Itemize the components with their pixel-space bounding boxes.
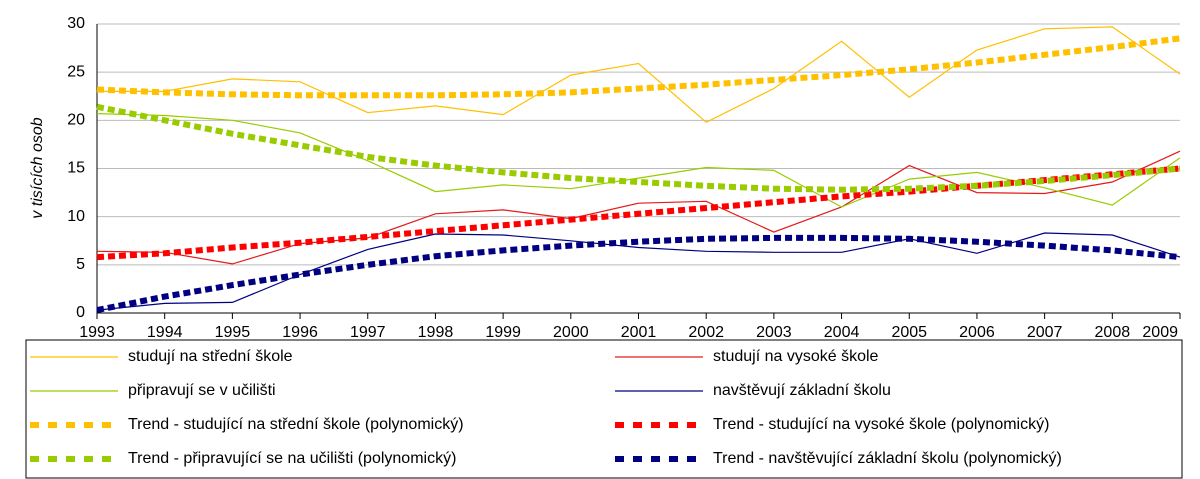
trend-line — [96, 35, 1181, 99]
x-tick-label: 1999 — [485, 324, 521, 341]
x-tick-label: 1993 — [79, 324, 115, 341]
y-tick-label: 30 — [67, 15, 85, 32]
legend-label: studují na vysoké škole — [713, 348, 879, 365]
y-tick-label: 25 — [67, 63, 85, 80]
legend-label: Trend - studující na vysoké škole (polyn… — [713, 416, 1049, 433]
trend-line — [96, 234, 1181, 314]
series-line — [97, 26, 1181, 124]
x-tick-label: 1998 — [418, 324, 454, 341]
x-tick-label: 1997 — [350, 324, 386, 341]
x-tick-label: 2003 — [756, 324, 792, 341]
series-line — [96, 150, 1181, 265]
x-tick-label: 2007 — [1027, 324, 1063, 341]
x-tick-label: 2006 — [959, 324, 995, 341]
legend-box — [25, 339, 1183, 479]
x-tick-label: 1994 — [147, 324, 183, 341]
legend-label: Trend - navštěvující základní školu (pol… — [713, 450, 1062, 467]
trend-line — [96, 103, 1181, 193]
y-axis-label: v tisících osob — [29, 117, 46, 218]
legend-label: Trend - připravující se na učilišti (pol… — [128, 450, 456, 467]
legend-label: Trend - studující na střední škole (poly… — [128, 416, 464, 433]
legend-label: navštěvují základní školu — [713, 382, 891, 399]
legend-label: studují na střední škole — [128, 348, 293, 365]
series-line — [96, 232, 1181, 311]
x-tick-label: 1996 — [282, 324, 318, 341]
x-tick-label: 2009 — [1142, 324, 1178, 341]
x-tick-label: 2002 — [688, 324, 724, 341]
x-tick-label: 2000 — [553, 324, 589, 341]
x-tick-label: 2005 — [891, 324, 927, 341]
series-line — [96, 113, 1181, 208]
y-tick-label: 15 — [67, 160, 85, 177]
y-tick-label: 20 — [67, 112, 85, 129]
x-tick-label: 2004 — [824, 324, 860, 341]
y-tick-label: 5 — [76, 256, 85, 273]
legend-label: připravují se v učilišti — [128, 382, 276, 399]
y-tick-label: 10 — [67, 208, 85, 225]
x-tick-label: 2008 — [1095, 324, 1131, 341]
x-tick-label: 1995 — [215, 324, 251, 341]
y-tick-label: 0 — [76, 304, 85, 321]
x-tick-label: 2001 — [621, 324, 657, 341]
